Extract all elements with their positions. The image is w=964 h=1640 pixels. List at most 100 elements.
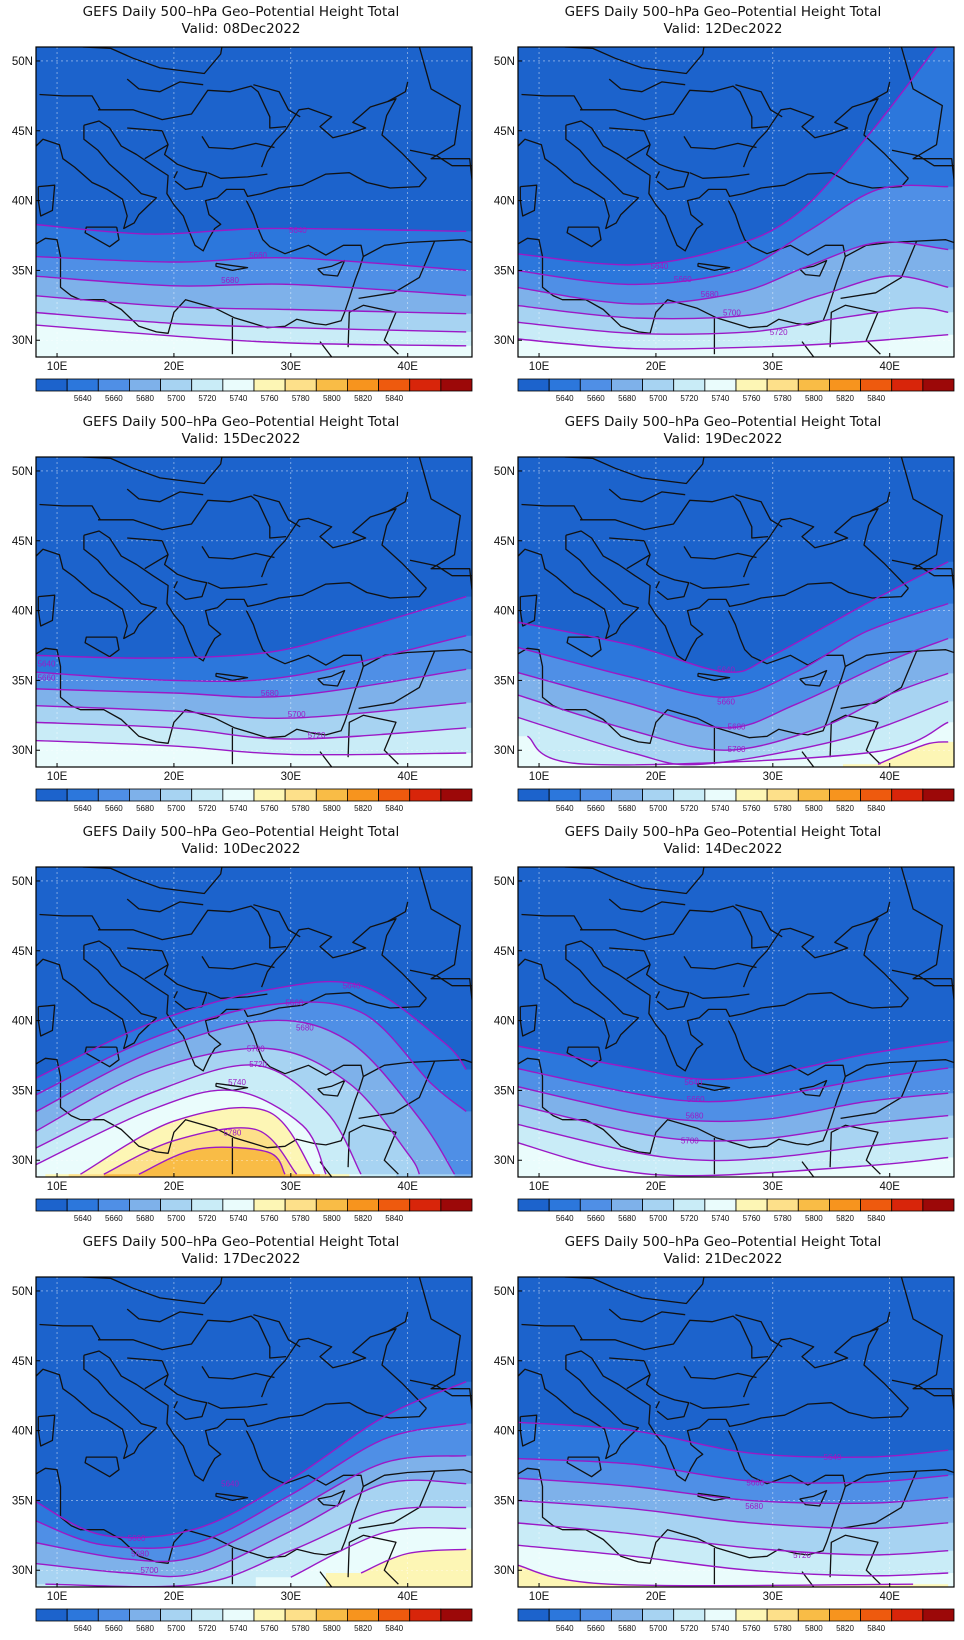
height-band-5720 [518, 701, 954, 767]
lat-tick-label: 30N [12, 1565, 33, 1577]
coastline [144, 1374, 169, 1390]
coastline [317, 259, 346, 277]
lat-tick-label: 45N [12, 946, 33, 958]
coastline [697, 262, 731, 272]
lon-tick-label: 20E [164, 361, 185, 373]
coastline [655, 991, 660, 999]
colorbar-label: 5820 [354, 804, 372, 813]
lat-tick-label: 50N [12, 876, 33, 888]
contour-5680 [36, 668, 467, 698]
coastline [83, 940, 427, 1072]
colorbar-swatch [191, 1608, 224, 1622]
map-frame [517, 1276, 955, 1588]
colorbar-swatch [409, 378, 442, 392]
coastline [869, 491, 891, 513]
coastline [900, 1277, 954, 1410]
lon-tick-label: 40E [397, 1181, 418, 1193]
coastline [387, 1311, 409, 1333]
contour-5660 [36, 635, 467, 683]
coastline [418, 457, 472, 590]
coastline [173, 171, 178, 179]
contour-5680 [518, 241, 949, 305]
colorbar-swatch [829, 1198, 861, 1212]
lat-tick-label: 30N [12, 745, 33, 757]
lon-tick-label: 30E [763, 1591, 784, 1603]
map-panel: GEFS Daily 500–hPa Geo–Potential Height … [482, 1230, 964, 1640]
colorbar-swatch [35, 378, 68, 392]
map-panel: GEFS Daily 500–hPa Geo–Potential Height … [482, 410, 964, 820]
coastline [697, 1082, 731, 1092]
contour-label: 5740 [228, 1078, 246, 1087]
contour-5740 [518, 1142, 949, 1177]
coastline [565, 1350, 909, 1482]
coastline [215, 1492, 249, 1502]
lon-tick-label: 10E [47, 361, 68, 373]
lat-tick-label: 40N [12, 1016, 33, 1028]
colorbar-swatch [766, 378, 799, 392]
coastline [387, 491, 409, 513]
colorbar-swatch [860, 378, 893, 392]
colorbar-swatch [704, 1608, 737, 1622]
lon-tick-label: 40E [879, 1591, 900, 1603]
colorbar-swatch [922, 378, 955, 392]
coastline [703, 457, 775, 458]
colorbar-swatch [673, 788, 706, 802]
coastline [697, 1492, 731, 1502]
coastline [37, 594, 56, 627]
contour-label: 5680 [686, 1112, 704, 1121]
colorbar-swatch [735, 378, 768, 392]
coastline [608, 1308, 686, 1323]
panel-valid-date: Valid: 19Dec2022 [663, 431, 783, 447]
colorbar-swatch [129, 1608, 161, 1622]
colorbar-label: 5720 [680, 394, 698, 403]
colorbar-swatch [160, 378, 193, 392]
coastline [39, 1323, 101, 1341]
coastline [655, 581, 660, 589]
contour-label: 5660 [687, 1095, 705, 1104]
lat-tick-label: 40N [494, 196, 515, 208]
coastline [84, 1046, 120, 1068]
colorbar-swatch [611, 1198, 643, 1212]
coastline [683, 136, 757, 150]
lat-tick-label: 45N [12, 126, 33, 138]
height-band-5740 [518, 334, 954, 357]
colorbar-swatch [548, 788, 581, 802]
contour-5700 [518, 672, 949, 751]
contour-5800 [138, 1146, 286, 1175]
coastline [126, 898, 204, 913]
contour-5700 [518, 1499, 949, 1530]
colorbar-label: 5780 [774, 394, 792, 403]
contour-5760 [80, 1106, 315, 1175]
coastline [215, 1082, 249, 1092]
contour-label: 5640 [38, 660, 56, 669]
contour-5760 [360, 1548, 467, 1574]
panel-valid-date: Valid: 14Dec2022 [663, 841, 783, 857]
colorbar-label: 5820 [836, 1214, 854, 1223]
contour-label: 5680 [131, 1549, 149, 1558]
colorbar-label: 5700 [167, 804, 185, 813]
coastline [689, 1402, 750, 1409]
colorbar-swatch [440, 1608, 473, 1622]
lon-tick-label: 40E [397, 1591, 418, 1603]
coastline [358, 240, 436, 300]
coastline [689, 582, 750, 589]
contour-5640 [518, 1040, 949, 1081]
colorbar-label: 5740 [712, 1214, 730, 1223]
contour-5660 [518, 1457, 949, 1484]
colorbar-label: 5840 [867, 804, 885, 813]
coastline [127, 127, 163, 132]
map-canvas: 5640 5660 5680 5720 10E 20E 30E 40E 30N 35N 40N 45N… [494, 1276, 955, 1633]
contour-label: 5700 [288, 710, 306, 719]
colorbar-swatch [517, 788, 550, 802]
lat-tick-label: 50N [12, 56, 33, 68]
coastline [566, 226, 602, 248]
coastline [173, 581, 178, 589]
colorbar-swatch [829, 1608, 861, 1622]
contour-label: 5700 [681, 1137, 699, 1146]
coastline [891, 969, 954, 987]
colorbar-swatch [673, 1198, 706, 1212]
height-band-5740 [36, 740, 472, 767]
coastline [643, 130, 690, 191]
coastline [840, 240, 918, 300]
